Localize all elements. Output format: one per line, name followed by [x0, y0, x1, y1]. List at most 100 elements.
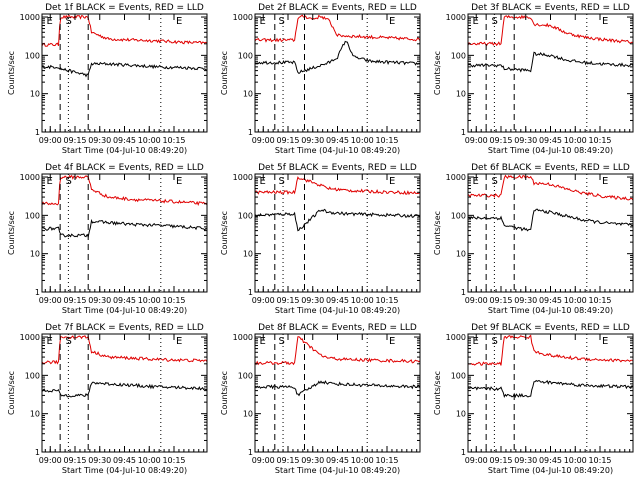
- x-tick-label: 09:45: [113, 136, 136, 145]
- x-tick-label: 09:45: [113, 456, 136, 465]
- series-lld-line: [254, 176, 421, 196]
- x-tick-label: 10:00: [351, 456, 374, 465]
- series-events-line: [254, 208, 421, 232]
- x-tick-label: 10:00: [564, 296, 587, 305]
- y-tick-label: 10: [456, 250, 466, 259]
- x-tick-label: 09:00: [39, 456, 62, 465]
- y-axis-title: Counts/sec: [433, 51, 442, 95]
- event-marker-label: E: [472, 16, 478, 27]
- event-marker-label: E: [472, 336, 478, 347]
- x-tick-label: 10:15: [375, 456, 398, 465]
- event-marker-label: S: [491, 16, 497, 27]
- series-lld-line: [254, 336, 421, 366]
- y-tick-label: 1000: [233, 173, 253, 182]
- series-lld-line: [467, 174, 634, 201]
- series-events-line: [467, 208, 634, 232]
- y-tick-label: 100: [238, 371, 253, 380]
- x-tick-label: 09:15: [63, 296, 86, 305]
- y-tick-label: 1000: [446, 333, 466, 342]
- series-events-line: [467, 379, 634, 399]
- event-marker-label: E: [46, 336, 52, 347]
- y-tick-label: 10: [456, 410, 466, 419]
- x-tick-label: 09:15: [489, 136, 512, 145]
- y-tick-label: 1: [248, 288, 253, 297]
- event-marker-label: E: [176, 16, 182, 27]
- series-lld-line: [41, 174, 208, 207]
- y-tick-label: 1000: [233, 333, 253, 342]
- y-axis-title: Counts/sec: [220, 211, 229, 255]
- event-marker-label: S: [278, 176, 284, 187]
- y-tick-label: 100: [25, 371, 40, 380]
- plot-frame: [254, 333, 421, 453]
- y-tick-label: 10: [30, 90, 40, 99]
- x-tick-label: 10:15: [162, 296, 185, 305]
- panel-title: Det 4f BLACK = Events, RED = LLD: [45, 163, 204, 173]
- x-tick-label: 10:00: [564, 456, 587, 465]
- y-tick-label: 1: [248, 448, 253, 457]
- event-marker-label: E: [602, 176, 608, 187]
- y-tick-label: 1: [35, 128, 40, 137]
- panel-title: Det 5f BLACK = Events, RED = LLD: [258, 163, 417, 173]
- event-marker-label: S: [278, 16, 284, 27]
- y-axis-title: Counts/sec: [433, 371, 442, 415]
- x-tick-label: 09:15: [276, 296, 299, 305]
- x-tick-label: 10:15: [375, 296, 398, 305]
- plot-frame: [467, 173, 634, 293]
- x-axis-title: Start Time (04-Jul-10 08:49:20): [275, 146, 400, 155]
- event-marker-label: E: [472, 176, 478, 187]
- x-tick-label: 10:00: [138, 136, 161, 145]
- x-tick-label: 09:30: [88, 296, 111, 305]
- x-tick-label: 09:30: [88, 136, 111, 145]
- x-tick-label: 10:15: [375, 136, 398, 145]
- series-events-line: [41, 381, 208, 398]
- x-tick-label: 09:15: [63, 456, 86, 465]
- event-marker-label: E: [46, 176, 52, 187]
- x-tick-label: 10:15: [588, 296, 611, 305]
- series-events-line: [254, 380, 421, 397]
- x-tick-label: 09:00: [465, 456, 488, 465]
- panel-title: Det 1f BLACK = Events, RED = LLD: [45, 3, 204, 13]
- event-marker-label: E: [389, 336, 395, 347]
- x-tick-label: 09:45: [539, 136, 562, 145]
- x-tick-label: 09:30: [514, 296, 537, 305]
- y-tick-label: 10: [456, 90, 466, 99]
- series-lld-line: [467, 334, 634, 366]
- y-tick-label: 10: [30, 410, 40, 419]
- panel-title: Det 7f BLACK = Events, RED = LLD: [45, 323, 204, 333]
- x-tick-label: 10:00: [351, 296, 374, 305]
- event-marker-label: E: [176, 336, 182, 347]
- event-marker-label: E: [259, 16, 265, 27]
- x-axis-title: Start Time (04-Jul-10 08:49:20): [488, 466, 613, 475]
- x-tick-label: 10:15: [588, 136, 611, 145]
- y-axis-title: Counts/sec: [220, 371, 229, 415]
- series-events-line: [467, 51, 634, 73]
- y-tick-label: 1000: [233, 13, 253, 22]
- event-marker-label: S: [491, 336, 497, 347]
- panel-title: Det 6f BLACK = Events, RED = LLD: [471, 163, 630, 173]
- event-marker-label: E: [259, 336, 265, 347]
- plot-frame: [254, 13, 421, 133]
- y-axis-title: Counts/sec: [7, 211, 16, 255]
- y-tick-label: 10: [30, 250, 40, 259]
- y-tick-label: 1: [461, 128, 466, 137]
- x-tick-label: 09:30: [301, 136, 324, 145]
- panel-title: Det 9f BLACK = Events, RED = LLD: [471, 323, 630, 333]
- event-marker-label: E: [389, 176, 395, 187]
- plot-frame: [41, 333, 208, 453]
- x-tick-label: 09:30: [301, 296, 324, 305]
- y-tick-label: 1: [461, 288, 466, 297]
- x-axis-title: Start Time (04-Jul-10 08:49:20): [488, 146, 613, 155]
- y-tick-label: 100: [238, 211, 253, 220]
- y-axis-title: Counts/sec: [7, 51, 16, 95]
- x-axis-title: Start Time (04-Jul-10 08:49:20): [62, 146, 187, 155]
- y-tick-label: 100: [238, 51, 253, 60]
- x-axis-title: Start Time (04-Jul-10 08:49:20): [488, 306, 613, 315]
- event-marker-label: E: [176, 176, 182, 187]
- y-tick-label: 10: [243, 410, 253, 419]
- event-marker-label: S: [65, 336, 71, 347]
- plot-frame: [41, 13, 208, 133]
- y-tick-label: 1: [35, 448, 40, 457]
- y-tick-label: 10: [243, 90, 253, 99]
- plot-frame: [467, 13, 634, 133]
- x-tick-label: 09:15: [276, 456, 299, 465]
